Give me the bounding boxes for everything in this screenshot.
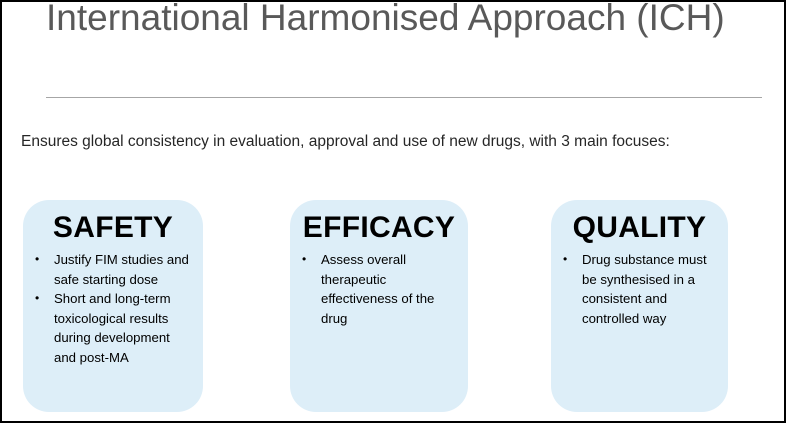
slide-title: International Harmonised Approach (ICH) <box>46 0 725 38</box>
bullet-icon: • <box>35 252 40 266</box>
focus-heading-quality: QUALITY <box>572 211 707 244</box>
bullet-item: • Short and long-term toxicological resul… <box>33 289 193 367</box>
bullet-text: Drug substance must be synthesised in a … <box>582 252 707 326</box>
bullet-item: • Assess overall therapeutic effectivenes… <box>300 250 458 328</box>
bullet-icon: • <box>35 291 40 305</box>
bullet-text: Assess overall therapeutic effectiveness… <box>321 252 435 326</box>
bullet-text: Justify FIM studies and safe starting do… <box>54 252 189 287</box>
bullet-item: • Drug substance must be synthesised in a… <box>561 250 718 328</box>
intro-text: Ensures global consistency in evaluation… <box>21 133 670 150</box>
focus-heading-efficacy: EFFICACY <box>302 211 456 244</box>
bullet-icon: • <box>302 252 307 266</box>
bullet-item: • Justify FIM studies and safe starting d… <box>33 250 193 289</box>
title-divider <box>46 97 762 98</box>
focus-heading-safety: SAFETY <box>52 211 174 244</box>
bullet-text: Short and long-term toxicological result… <box>54 291 171 365</box>
focus-card-efficacy: EFFICACY • Assess overall therapeutic eff… <box>290 200 468 412</box>
bullet-icon: • <box>563 252 568 266</box>
focus-bullets-safety: • Justify FIM studies and safe starting d… <box>33 250 193 367</box>
focus-bullets-efficacy: • Assess overall therapeutic effectivenes… <box>300 250 458 328</box>
focus-bullets-quality: • Drug substance must be synthesised in a… <box>561 250 718 328</box>
focus-card-quality: QUALITY • Drug substance must be synthesi… <box>551 200 728 412</box>
focus-card-safety: SAFETY • Justify FIM studies and safe sta… <box>23 200 203 412</box>
